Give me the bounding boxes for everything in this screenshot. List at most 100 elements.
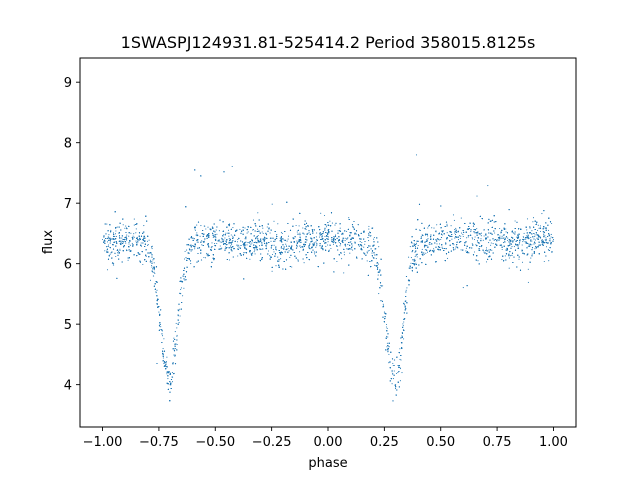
data-point [537,236,539,238]
data-point [228,235,230,237]
data-point [133,218,135,220]
data-point [421,248,423,250]
data-point [415,154,418,156]
data-point [466,237,468,239]
data-point [465,247,467,249]
data-point [401,335,403,337]
data-point [174,348,176,350]
data-point [289,256,291,258]
data-point [227,229,230,231]
data-point [211,242,213,244]
data-point [383,311,385,313]
data-point [176,334,178,336]
data-point [256,236,258,239]
data-point [436,243,438,245]
data-point [418,229,421,231]
data-point [538,227,540,229]
data-point [127,259,129,261]
data-point [326,238,328,240]
data-point [343,254,345,256]
data-point [378,293,380,295]
data-point [534,236,536,238]
data-point [548,240,550,242]
data-point [244,244,246,246]
data-point [273,244,275,246]
data-point [441,247,443,249]
data-point [531,253,533,255]
data-point [361,241,363,244]
data-point [352,249,354,251]
data-point [103,239,106,241]
data-point [271,203,273,205]
data-point [462,235,464,238]
data-point [536,246,538,248]
data-point [426,245,428,247]
data-point [476,195,478,197]
data-point [368,228,370,230]
data-point [534,234,536,236]
data-point [518,243,520,245]
data-point [109,240,112,242]
data-point [382,303,384,305]
data-point [106,223,108,225]
data-point [288,250,290,252]
data-point [414,245,417,248]
data-point [527,281,529,283]
data-point [483,235,485,237]
data-point [504,255,506,257]
data-point [346,248,348,250]
data-point [453,219,455,221]
data-point [173,354,175,356]
data-point [219,245,221,247]
data-point [194,248,196,250]
data-point [155,291,157,293]
data-point [325,245,327,247]
data-point [254,253,256,255]
data-point [152,259,154,261]
data-point [192,245,194,247]
data-point [128,242,130,244]
data-point [501,259,503,261]
data-point [508,267,510,269]
data-point [316,232,318,234]
data-point [324,235,326,237]
data-point [171,381,174,383]
data-point [327,236,330,238]
data-point [357,224,359,226]
data-point [509,255,511,257]
data-point [465,250,467,252]
data-point [408,256,410,258]
data-point [299,251,301,253]
data-point [440,238,442,241]
data-point [166,373,168,375]
data-point [386,327,388,329]
data-point [135,240,137,242]
data-point [539,225,541,227]
data-point [339,245,341,247]
data-point [550,233,552,235]
data-point [403,338,405,340]
data-point [523,238,525,240]
data-point [221,240,223,242]
data-point [521,261,524,263]
data-point [410,262,412,264]
data-point [308,232,310,234]
data-point [481,246,483,248]
data-point [547,248,549,251]
data-point [506,249,508,251]
data-point [536,237,538,239]
data-point [388,353,390,355]
data-point [355,233,357,235]
data-point [386,346,388,348]
data-point [475,244,477,246]
data-point [307,232,309,234]
data-point [225,241,228,244]
data-point [295,224,297,227]
data-point [114,235,116,237]
data-point [101,238,104,241]
data-point [504,237,507,239]
data-point [269,255,271,257]
data-point [221,247,223,249]
data-point [297,259,299,261]
data-point [116,226,118,228]
